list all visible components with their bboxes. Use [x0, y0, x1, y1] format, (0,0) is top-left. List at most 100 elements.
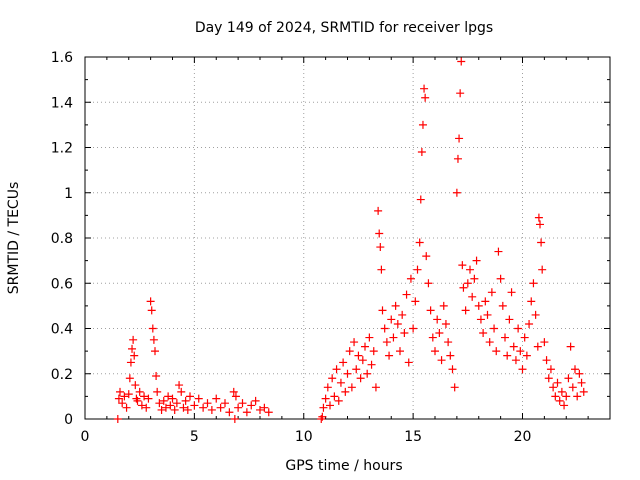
- data-point: [170, 405, 179, 414]
- data-point: [120, 392, 129, 401]
- data-point: [153, 387, 162, 396]
- data-point: [234, 403, 243, 412]
- data-point: [435, 329, 444, 338]
- data-point: [571, 365, 579, 374]
- data-point: [503, 351, 512, 360]
- data-point: [509, 342, 518, 351]
- data-point: [514, 324, 523, 333]
- y-tick-label: 0.6: [51, 276, 73, 292]
- data-point: [416, 195, 425, 204]
- data-point: [181, 396, 190, 405]
- data-point: [358, 356, 367, 365]
- tick-labels: 0 5 10 15 20 0 0.2 0.4 0.6 0.8 1 1.2 1.4 1.6: [51, 50, 532, 445]
- data-point: [229, 387, 238, 396]
- y-tick-label: 1: [64, 186, 73, 202]
- data-point: [152, 372, 161, 381]
- data-point: [553, 378, 562, 387]
- data-point: [177, 387, 186, 396]
- data-point: [391, 301, 400, 310]
- data-point: [446, 351, 455, 360]
- data-point: [411, 297, 420, 306]
- data-point: [203, 399, 212, 408]
- data-point: [417, 148, 426, 157]
- data-point: [531, 310, 540, 319]
- data-point: [522, 351, 531, 360]
- data-point: [377, 265, 386, 274]
- data-point: [365, 333, 374, 342]
- data-point: [374, 206, 383, 215]
- data-point: [371, 383, 380, 392]
- data-point: [481, 297, 490, 306]
- data-point: [431, 347, 439, 356]
- y-tick-label: 0.8: [51, 231, 73, 247]
- data-point: [463, 279, 472, 288]
- y-tick-label: 0.2: [51, 367, 73, 383]
- data-point: [230, 415, 239, 423]
- data-point: [183, 405, 192, 414]
- data-point: [421, 93, 430, 102]
- data-point: [566, 342, 575, 351]
- data-point: [231, 392, 240, 401]
- data-point: [363, 369, 372, 378]
- data-point: [199, 403, 208, 412]
- data-point: [418, 120, 427, 129]
- data-point: [155, 399, 164, 408]
- data-point: [400, 329, 409, 338]
- grid: [85, 57, 610, 419]
- data-point: [549, 383, 558, 392]
- data-point: [487, 288, 496, 297]
- data-point: [328, 374, 337, 383]
- data-point: [433, 315, 442, 324]
- data-point: [516, 347, 525, 356]
- data-point: [332, 365, 341, 374]
- data-point: [376, 243, 385, 252]
- data-point: [505, 315, 514, 324]
- data-point: [144, 394, 153, 403]
- data-point: [186, 392, 194, 401]
- data-point: [557, 387, 566, 396]
- data-point: [540, 338, 549, 347]
- data-point: [534, 213, 543, 222]
- data-point: [148, 324, 157, 333]
- y-tick-label: 0.4: [51, 322, 73, 338]
- data-point: [151, 347, 159, 356]
- data-point: [221, 399, 229, 408]
- data-point: [479, 329, 488, 338]
- data-point: [452, 188, 461, 197]
- data-point: [562, 392, 571, 401]
- data-point: [330, 392, 339, 401]
- data-point: [490, 324, 499, 333]
- chart-title: Day 149 of 2024, SRMTID for receiver lpg…: [195, 20, 493, 36]
- data-points: [113, 57, 588, 423]
- data-point: [146, 297, 155, 306]
- data-point: [336, 378, 345, 387]
- data-point: [457, 57, 466, 66]
- data-point: [343, 369, 352, 378]
- y-axis-label: SRMTID / TECUs: [6, 182, 22, 295]
- data-point: [472, 256, 481, 265]
- data-point: [494, 247, 503, 256]
- y-tick-label: 0: [64, 412, 73, 428]
- data-point: [453, 154, 462, 163]
- data-point: [339, 358, 348, 367]
- data-point: [542, 356, 551, 365]
- data-point: [212, 394, 221, 403]
- data-point: [352, 365, 361, 374]
- data-point: [579, 387, 588, 396]
- data-point: [179, 403, 188, 412]
- data-point: [260, 403, 269, 412]
- data-point: [247, 401, 256, 410]
- data-point: [194, 394, 203, 403]
- data-point: [456, 89, 465, 98]
- x-tick-label: 5: [190, 429, 199, 445]
- data-point: [375, 229, 384, 238]
- data-point: [350, 338, 359, 347]
- data-point: [319, 403, 328, 412]
- data-point: [483, 310, 492, 319]
- data-point: [159, 396, 168, 405]
- data-point: [264, 408, 273, 417]
- data-point: [318, 412, 327, 421]
- x-tick-label: 0: [81, 429, 90, 445]
- data-point: [520, 333, 529, 342]
- x-tick-label: 10: [295, 429, 313, 445]
